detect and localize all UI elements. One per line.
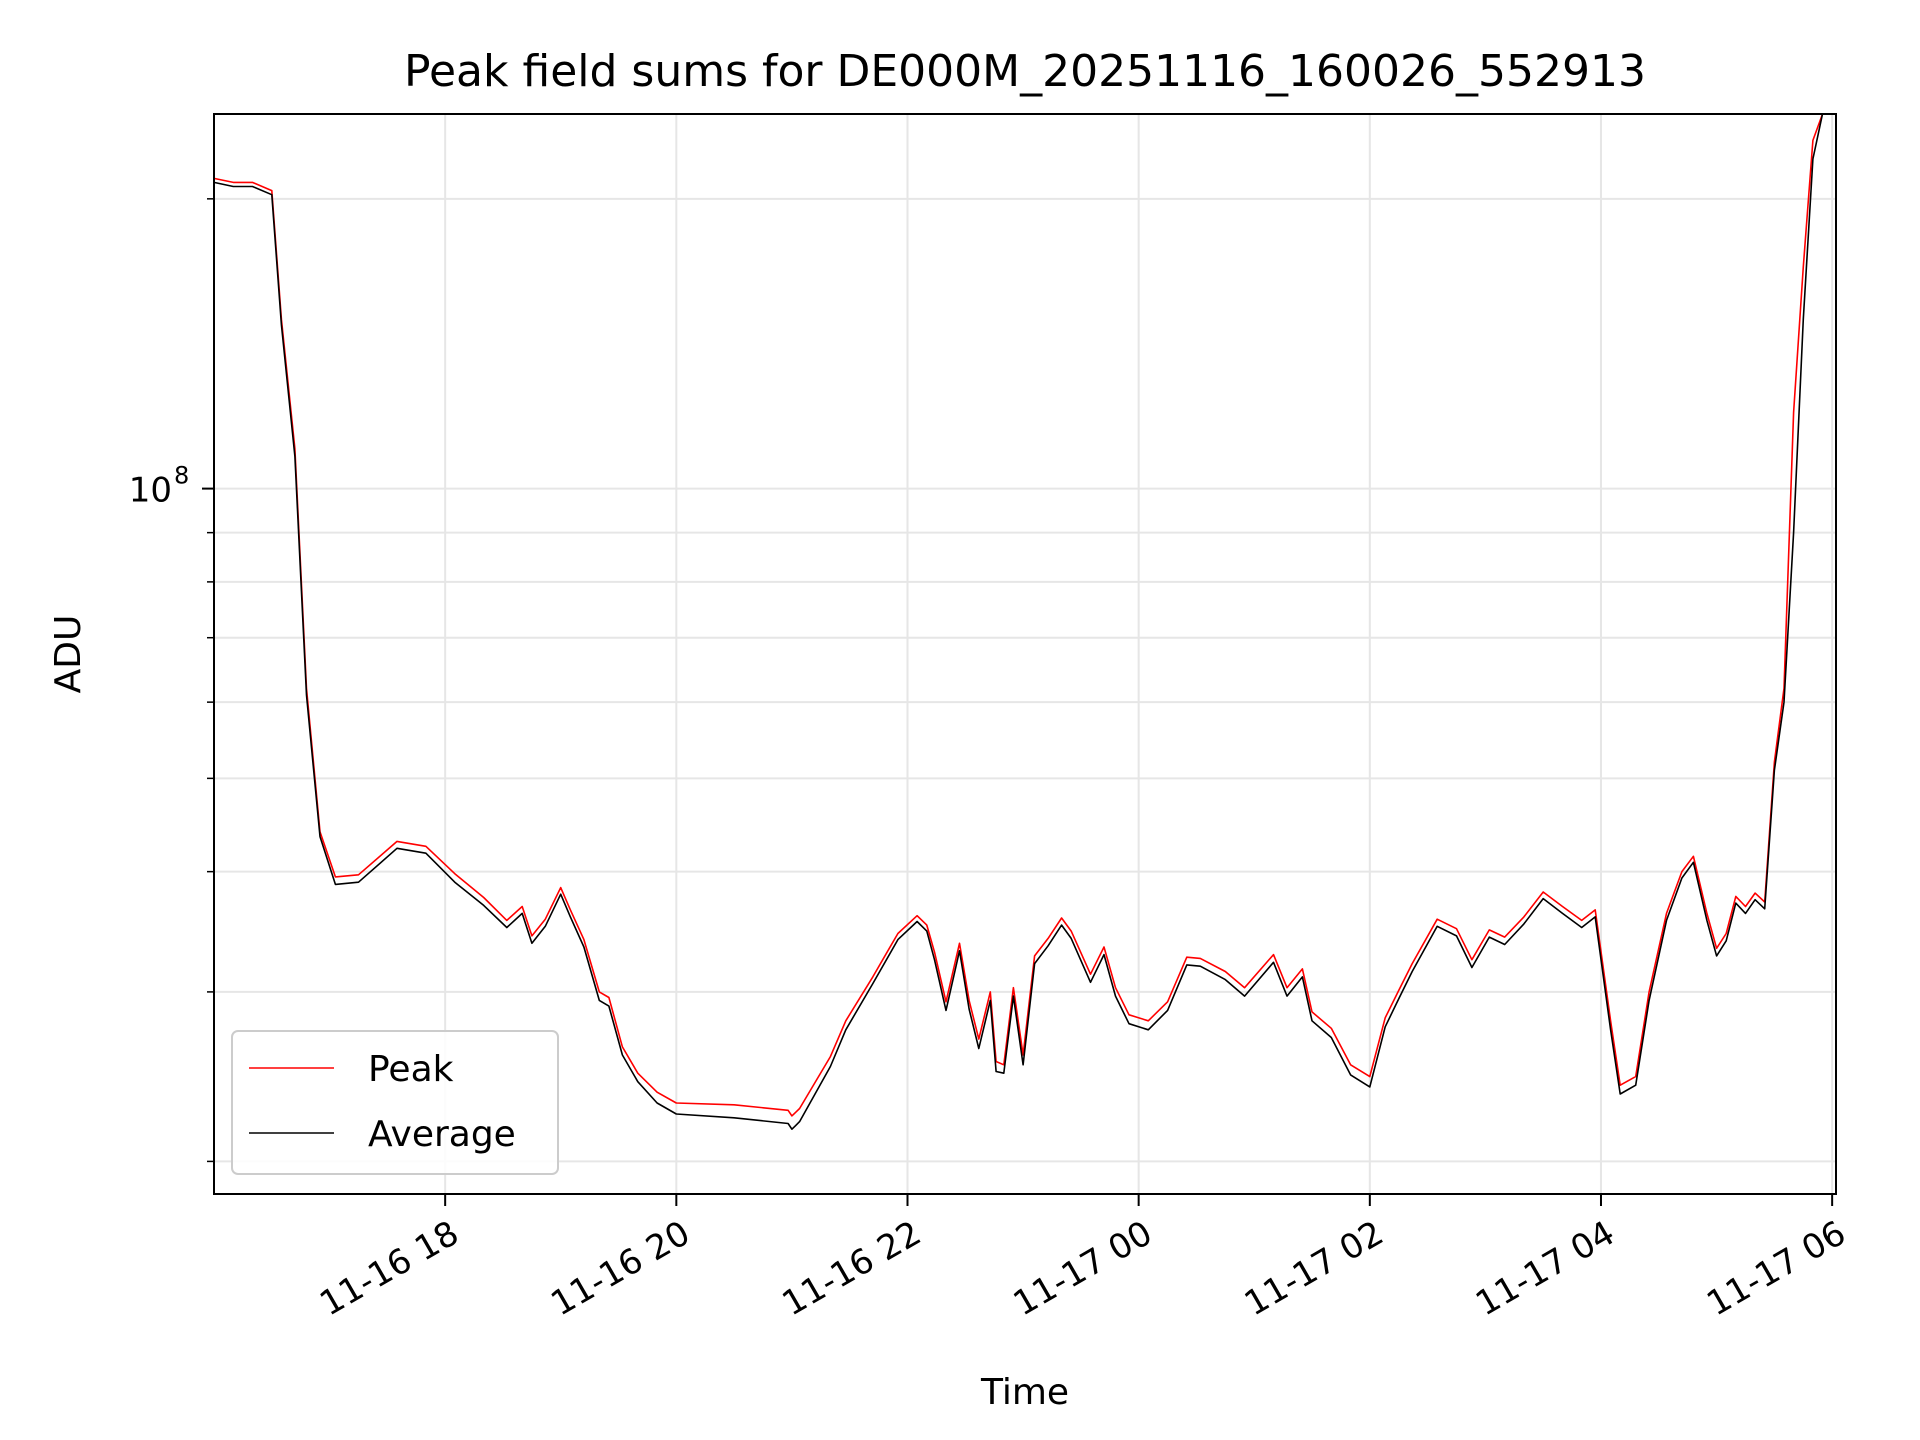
x-axis-label: Time	[980, 1372, 1069, 1413]
y-tick-label-base: 10	[129, 471, 172, 511]
series-line-peak	[213, 113, 1836, 1117]
legend-label-peak: Peak	[368, 1049, 454, 1090]
legend-box	[231, 1030, 559, 1175]
grid	[214, 114, 1836, 1194]
legend-label-average: Average	[368, 1114, 516, 1155]
y-axis-label: ADU	[48, 615, 89, 694]
plot-frame	[213, 113, 1837, 1195]
series-line-average	[213, 113, 1836, 1130]
chart-title: Peak field sums for DE000M_20251116_1600…	[404, 46, 1646, 97]
plot-lines	[213, 113, 1836, 1130]
legend: Peak Average	[231, 1030, 559, 1175]
y-tick-label-exponent: 8	[174, 462, 189, 490]
